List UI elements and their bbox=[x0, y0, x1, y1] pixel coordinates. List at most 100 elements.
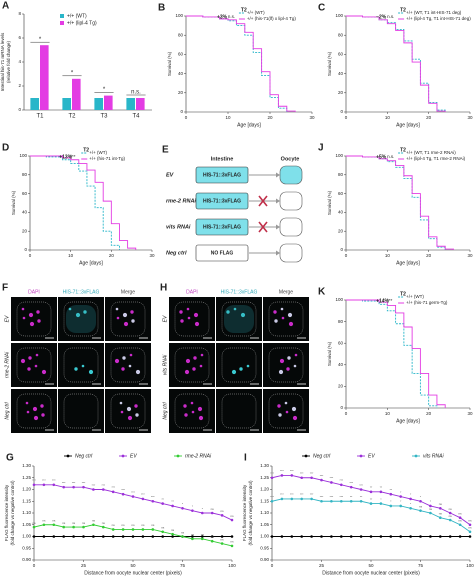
nucleus-signal bbox=[120, 410, 124, 414]
x-tick-label: 20 bbox=[267, 115, 273, 120]
y-tick-label: 0 bbox=[340, 109, 343, 114]
nucleus-signal bbox=[273, 310, 277, 314]
y-axis-title: (fold change vs negative control) bbox=[10, 480, 15, 546]
series-line bbox=[346, 155, 446, 250]
micrograph bbox=[105, 297, 151, 341]
point bbox=[102, 488, 105, 491]
point bbox=[82, 485, 85, 489]
series-line bbox=[346, 15, 446, 112]
legend-label: +/+ (lipl-4 Tg, T1 rme-2 RNAi) bbox=[406, 156, 466, 161]
point bbox=[191, 535, 194, 538]
point bbox=[270, 535, 274, 538]
row-label: vits RNAi bbox=[162, 354, 168, 375]
significance: *** bbox=[270, 495, 274, 499]
micrograph bbox=[216, 343, 262, 387]
significance: ns bbox=[42, 519, 46, 523]
point bbox=[141, 535, 145, 538]
point bbox=[32, 535, 36, 538]
nucleus-signal bbox=[131, 319, 135, 323]
point bbox=[230, 518, 234, 522]
bar bbox=[72, 78, 81, 110]
point bbox=[369, 535, 373, 538]
significance: *** bbox=[121, 488, 125, 492]
significance: *** bbox=[52, 479, 56, 483]
nucleus-signal bbox=[200, 353, 204, 357]
significance: * bbox=[192, 504, 194, 508]
significance: *** bbox=[349, 481, 353, 485]
significance: *** bbox=[42, 479, 46, 483]
cell-outline bbox=[221, 301, 257, 337]
panel-label: E bbox=[162, 145, 169, 156]
significance: ns bbox=[201, 533, 205, 537]
point bbox=[121, 528, 125, 531]
point bbox=[161, 502, 164, 505]
x-tick-label: 20 bbox=[426, 253, 432, 258]
point bbox=[359, 499, 363, 503]
micrograph bbox=[58, 343, 104, 387]
point bbox=[210, 511, 214, 515]
bar bbox=[30, 98, 39, 110]
bar bbox=[136, 98, 145, 110]
time-label: T2 bbox=[83, 147, 89, 153]
box-label: HIS-71::3xFLAG bbox=[203, 224, 241, 230]
point bbox=[62, 485, 65, 489]
significance: ns bbox=[151, 523, 155, 527]
point bbox=[171, 535, 174, 538]
nucleus-signal bbox=[199, 364, 203, 368]
point bbox=[201, 511, 204, 515]
significance: ns bbox=[221, 537, 225, 541]
row-label: EV bbox=[166, 172, 175, 178]
point bbox=[52, 483, 56, 487]
box-label: HIS-71::3xFLAG bbox=[203, 198, 241, 204]
point bbox=[270, 499, 274, 503]
significance: ns bbox=[419, 504, 423, 508]
y-tick-label: 60 bbox=[178, 52, 184, 57]
panel-label: K bbox=[318, 287, 326, 298]
significance: *** bbox=[111, 486, 115, 490]
nucleus-signal bbox=[122, 312, 128, 318]
nucleus-signal bbox=[183, 404, 187, 408]
x-tick-label: T2 bbox=[68, 114, 76, 120]
point bbox=[92, 488, 95, 491]
significance: ns bbox=[62, 521, 66, 525]
significance: ns bbox=[92, 519, 96, 523]
point bbox=[72, 525, 75, 529]
point bbox=[379, 502, 383, 505]
point bbox=[389, 492, 393, 496]
significance: * bbox=[430, 500, 432, 504]
significance: *** bbox=[102, 483, 106, 487]
y-axis-title: (fold change vs negative control) bbox=[248, 480, 253, 546]
significance: ns bbox=[230, 540, 234, 544]
significance: ns bbox=[468, 519, 472, 523]
y-tick-label: 1.10 bbox=[22, 510, 31, 515]
series-line bbox=[346, 155, 454, 250]
point bbox=[32, 483, 36, 487]
significance: ns bbox=[102, 521, 106, 525]
nucleus-signal bbox=[198, 415, 204, 421]
nucleus-signal bbox=[280, 307, 284, 311]
point bbox=[359, 488, 363, 491]
significance: *** bbox=[72, 481, 76, 485]
point bbox=[111, 490, 115, 494]
point bbox=[458, 516, 462, 519]
legend-label: rme-2 RNAi bbox=[185, 453, 212, 459]
significance: *** bbox=[92, 483, 96, 487]
row-label: Neg ctrl bbox=[4, 402, 10, 420]
point bbox=[429, 511, 432, 515]
panel-label: G bbox=[6, 453, 14, 464]
channel-label: HIS-71::3xFLAG bbox=[63, 289, 100, 295]
significance: ns bbox=[32, 521, 36, 525]
y-tick-label: 0.95 bbox=[22, 545, 31, 550]
y-tick-label: 4 bbox=[18, 59, 21, 64]
significance: *** bbox=[320, 495, 324, 499]
point bbox=[320, 535, 323, 538]
nucleus-signal bbox=[29, 321, 35, 327]
point bbox=[429, 504, 432, 508]
nucleus-signal bbox=[88, 369, 94, 375]
x-tick-label: 10 bbox=[385, 253, 391, 258]
nucleus-signal bbox=[25, 401, 29, 405]
point bbox=[369, 502, 373, 505]
x-tick-label: 0 bbox=[345, 253, 348, 258]
x-tick-label: 30 bbox=[467, 253, 473, 258]
legend-label: Neg ctrl bbox=[313, 453, 331, 459]
